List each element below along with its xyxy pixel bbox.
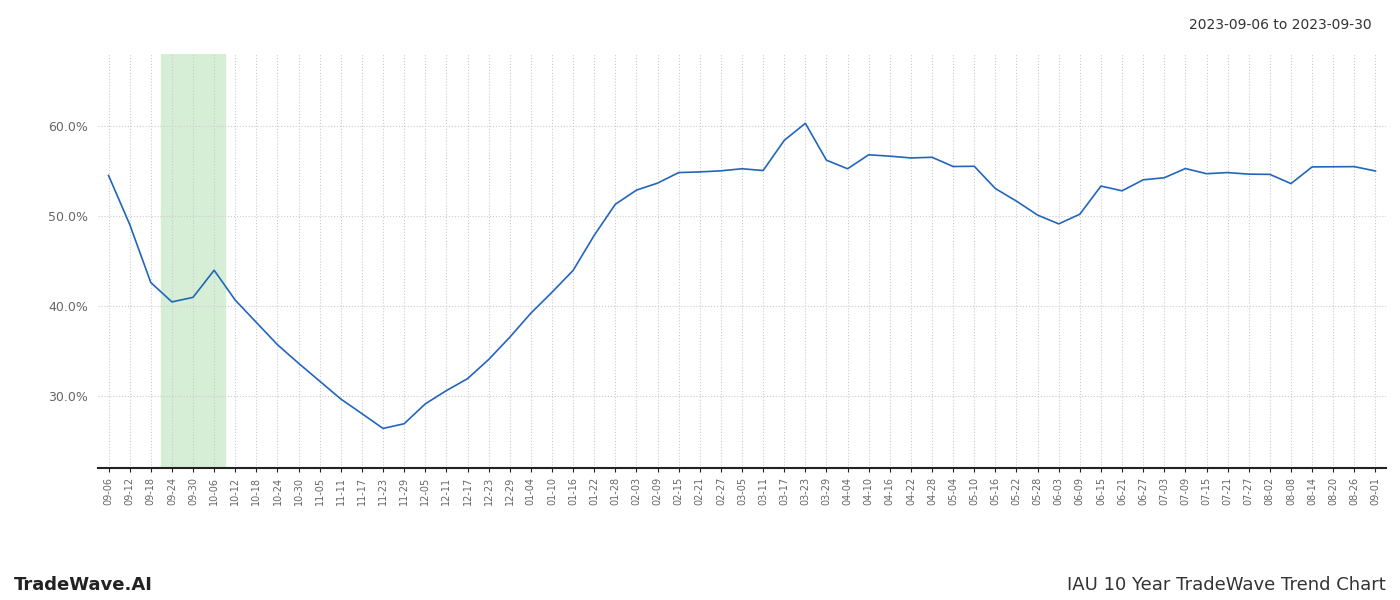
Bar bbox=[161, 54, 224, 468]
Text: 2023-09-06 to 2023-09-30: 2023-09-06 to 2023-09-30 bbox=[1190, 18, 1372, 32]
Text: IAU 10 Year TradeWave Trend Chart: IAU 10 Year TradeWave Trend Chart bbox=[1067, 576, 1386, 594]
Text: TradeWave.AI: TradeWave.AI bbox=[14, 576, 153, 594]
